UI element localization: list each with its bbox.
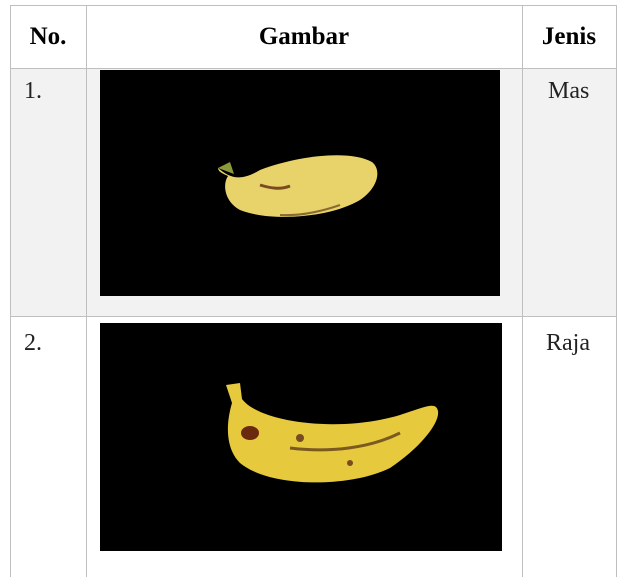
row-number: 2. bbox=[24, 330, 42, 357]
border bbox=[10, 5, 11, 577]
banana-type: Raja bbox=[546, 330, 590, 357]
border bbox=[10, 316, 617, 317]
border bbox=[86, 5, 87, 577]
banana-type: Mas bbox=[548, 78, 589, 105]
header-cell: Jenis bbox=[522, 5, 616, 68]
banana-image bbox=[100, 70, 500, 296]
page: No. Gambar Jenis 1. Mas 2. Raja (() => {… bbox=[0, 0, 620, 577]
banana-image bbox=[100, 323, 502, 551]
border bbox=[10, 68, 617, 69]
header-cell: No. bbox=[10, 5, 86, 68]
border bbox=[616, 5, 617, 577]
row-number: 1. bbox=[24, 78, 42, 105]
header-cell: Gambar bbox=[86, 5, 522, 68]
border bbox=[522, 5, 523, 577]
